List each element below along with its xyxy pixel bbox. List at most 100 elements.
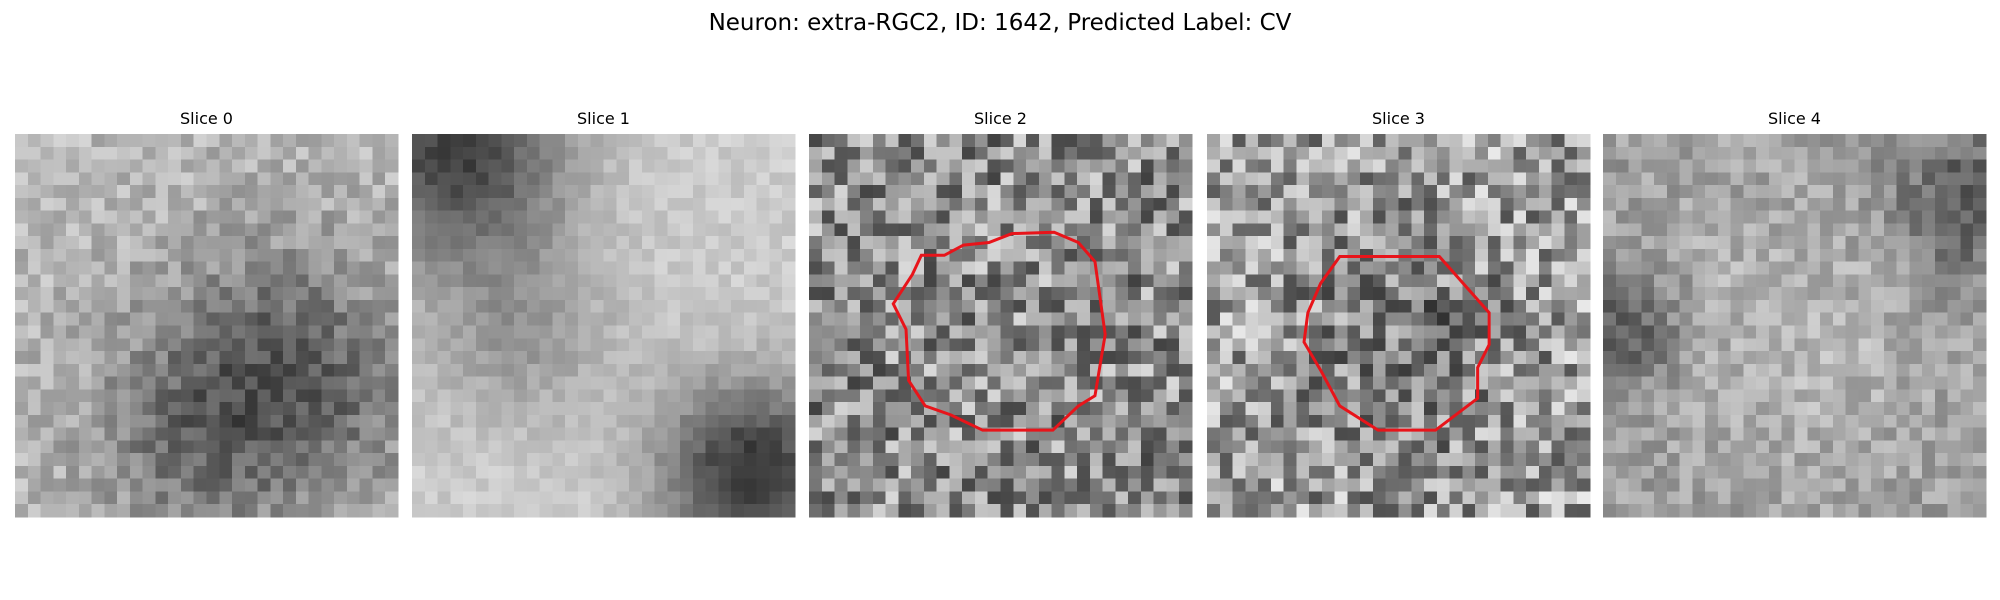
pixel xyxy=(603,440,617,454)
pixel xyxy=(667,312,681,326)
pixel xyxy=(372,440,386,454)
pixel xyxy=(1538,210,1553,224)
pixel xyxy=(974,159,989,173)
pixel xyxy=(1207,223,1221,237)
pixel xyxy=(1909,236,1923,250)
pixel xyxy=(834,223,848,237)
pixel xyxy=(577,402,592,416)
pixel xyxy=(1089,478,1104,492)
pixel xyxy=(1705,427,1719,441)
pixel xyxy=(1679,414,1693,429)
pixel xyxy=(1628,453,1642,467)
pixel xyxy=(898,351,912,365)
pixel xyxy=(539,172,553,186)
pixel xyxy=(1577,414,1591,429)
pixel xyxy=(78,402,93,416)
pixel xyxy=(1947,274,1961,288)
pixel xyxy=(911,363,925,378)
pixel xyxy=(78,223,93,237)
pixel xyxy=(1398,478,1412,492)
pixel xyxy=(654,210,668,224)
pixel xyxy=(129,440,144,454)
pixel xyxy=(1449,146,1463,161)
pixel xyxy=(1679,491,1693,505)
pixel xyxy=(1756,440,1770,454)
pixel xyxy=(321,134,335,148)
pixel xyxy=(1321,248,1336,263)
pixel xyxy=(1641,465,1655,480)
pixel xyxy=(78,351,93,365)
pixel xyxy=(142,376,156,390)
pixel xyxy=(1089,185,1104,199)
pixel xyxy=(1947,185,1961,199)
pixel xyxy=(78,146,93,161)
pixel xyxy=(1909,376,1923,390)
pixel xyxy=(514,465,528,480)
pixel xyxy=(142,414,156,429)
pixel xyxy=(782,287,796,301)
pixel xyxy=(1692,478,1706,492)
pixel xyxy=(1820,414,1834,429)
pixel xyxy=(1334,351,1348,365)
pixel xyxy=(257,274,271,288)
pixel xyxy=(129,274,144,288)
pixel xyxy=(565,427,579,441)
pixel xyxy=(1000,363,1014,378)
pixel xyxy=(1717,465,1732,480)
pixel xyxy=(1756,223,1770,237)
pixel xyxy=(1360,351,1374,365)
pixel xyxy=(155,363,169,378)
pixel xyxy=(1411,134,1425,148)
pixel xyxy=(1934,312,1949,326)
pixel xyxy=(475,299,490,314)
pixel xyxy=(1334,159,1348,173)
pixel xyxy=(1179,465,1193,480)
pixel xyxy=(1781,414,1795,429)
pixel xyxy=(1730,504,1744,518)
pixel xyxy=(756,287,770,301)
pixel xyxy=(1513,223,1527,237)
pixel xyxy=(705,172,719,186)
pixel xyxy=(860,197,874,212)
pixel xyxy=(359,236,373,250)
pixel xyxy=(1258,248,1272,263)
pixel xyxy=(769,223,783,237)
pixel xyxy=(667,453,681,467)
pixel xyxy=(1166,389,1180,403)
pixel xyxy=(1934,414,1949,429)
pixel xyxy=(346,478,361,492)
pixel xyxy=(308,440,322,454)
pixel xyxy=(295,223,310,237)
pixel xyxy=(1730,236,1744,250)
pixel xyxy=(295,465,310,480)
pixel xyxy=(463,312,477,326)
pixel xyxy=(1807,210,1821,224)
pixel xyxy=(66,236,80,250)
pixel xyxy=(1115,338,1129,352)
pixel xyxy=(53,248,67,263)
pixel xyxy=(1064,197,1078,212)
pixel xyxy=(1934,389,1949,403)
pixel xyxy=(385,453,399,467)
pixel xyxy=(1000,440,1014,454)
pixel xyxy=(872,159,887,173)
pixel xyxy=(1615,159,1630,173)
pixel xyxy=(1166,351,1180,365)
pixel xyxy=(769,185,783,199)
pixel xyxy=(117,427,131,441)
pixel xyxy=(372,159,386,173)
pixel xyxy=(526,453,541,467)
pixel xyxy=(1500,465,1514,480)
pixel xyxy=(616,274,630,288)
pixel xyxy=(680,389,694,403)
pixel xyxy=(321,274,335,288)
pixel xyxy=(987,478,1001,492)
pixel xyxy=(283,312,297,326)
pixel xyxy=(257,325,271,339)
pixel xyxy=(1115,172,1129,186)
pixel xyxy=(91,414,105,429)
pixel xyxy=(1487,287,1502,301)
pixel xyxy=(1871,248,1885,263)
pixel xyxy=(1896,351,1910,365)
pixel xyxy=(1026,325,1040,339)
